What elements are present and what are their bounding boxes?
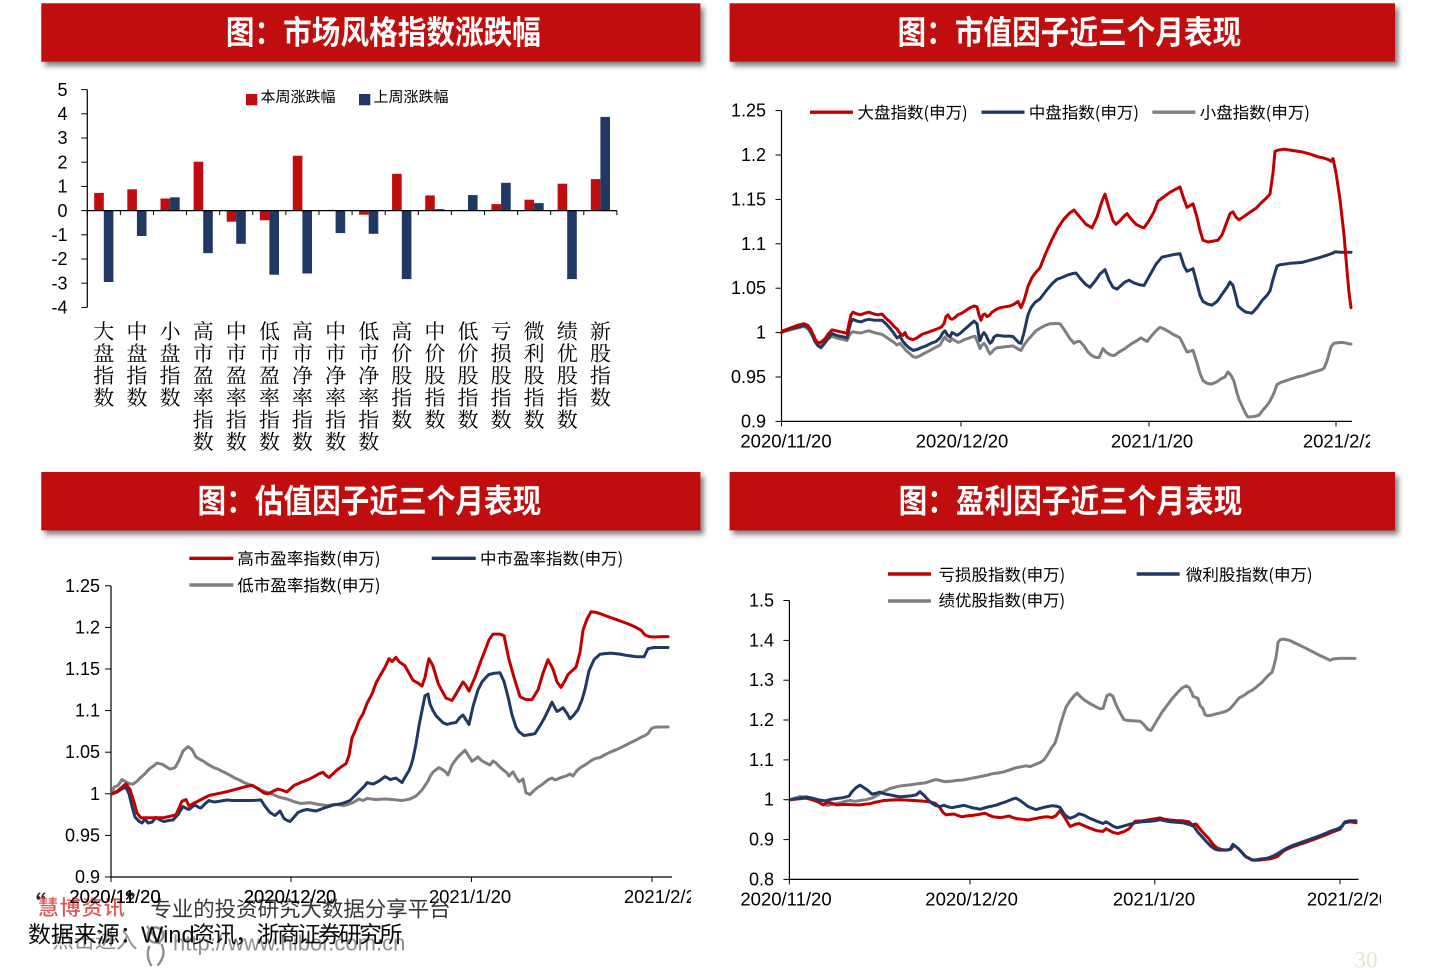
svg-text:1.2: 1.2	[741, 145, 766, 165]
svg-text:0.8: 0.8	[749, 869, 774, 889]
svg-text:5: 5	[57, 80, 67, 100]
svg-text:2021/2/20: 2021/2/20	[1307, 889, 1389, 910]
svg-text:2021/1/20: 2021/1/20	[1113, 889, 1195, 910]
svg-text:2020/11/20: 2020/11/20	[740, 431, 831, 452]
svg-text:2021/1/20: 2021/1/20	[1111, 431, 1193, 452]
svg-text:30: 30	[1355, 948, 1378, 973]
svg-text:-3: -3	[51, 273, 67, 293]
svg-text:2020/12/20: 2020/12/20	[244, 886, 337, 907]
svg-text:0.9: 0.9	[741, 411, 766, 431]
svg-text:1.3: 1.3	[749, 670, 774, 690]
svg-text:1.1: 1.1	[75, 701, 100, 721]
svg-text:1: 1	[764, 790, 774, 810]
svg-text:2: 2	[57, 152, 67, 172]
svg-text:1.15: 1.15	[731, 189, 766, 209]
svg-text:1: 1	[90, 784, 100, 804]
svg-text:0: 0	[57, 201, 67, 221]
svg-text:4: 4	[57, 104, 67, 124]
svg-text:2021/2/20: 2021/2/20	[1303, 431, 1385, 452]
svg-text:1.1: 1.1	[749, 750, 774, 770]
svg-text:1.5: 1.5	[749, 591, 774, 611]
svg-text:2020/12/20: 2020/12/20	[925, 889, 1018, 910]
svg-text:-4: -4	[51, 298, 67, 318]
svg-text:2020/11/20: 2020/11/20	[740, 889, 831, 910]
svg-text:0.95: 0.95	[731, 367, 766, 387]
svg-text:2021/2/20: 2021/2/20	[624, 886, 706, 907]
svg-text:Wind: Wind	[141, 922, 195, 948]
svg-text:-2: -2	[51, 249, 67, 269]
svg-text:1: 1	[756, 323, 766, 343]
svg-text:1.2: 1.2	[75, 617, 100, 637]
svg-text:0.9: 0.9	[75, 867, 100, 887]
svg-text:1: 1	[57, 177, 67, 197]
svg-text:1.05: 1.05	[65, 742, 100, 762]
svg-text:2020/11/20: 2020/11/20	[69, 886, 160, 907]
svg-text:2021/1/20: 2021/1/20	[429, 886, 511, 907]
svg-text:0.9: 0.9	[749, 830, 774, 850]
svg-text:-1: -1	[51, 225, 67, 245]
svg-text:1.15: 1.15	[65, 659, 100, 679]
svg-text:1.25: 1.25	[65, 576, 100, 596]
svg-text:2020/12/20: 2020/12/20	[916, 431, 1009, 452]
svg-text:1.1: 1.1	[741, 234, 766, 254]
svg-text:1.25: 1.25	[731, 101, 766, 121]
svg-text:0.95: 0.95	[65, 825, 100, 845]
svg-text:1.2: 1.2	[749, 710, 774, 730]
svg-text:1.4: 1.4	[749, 630, 774, 650]
svg-text:3: 3	[57, 128, 67, 148]
svg-text:1.05: 1.05	[731, 278, 766, 298]
svg-text:2020/12/20: 2020/12/20	[244, 886, 337, 907]
svg-text:2020/11/20: 2020/11/20	[69, 886, 160, 907]
